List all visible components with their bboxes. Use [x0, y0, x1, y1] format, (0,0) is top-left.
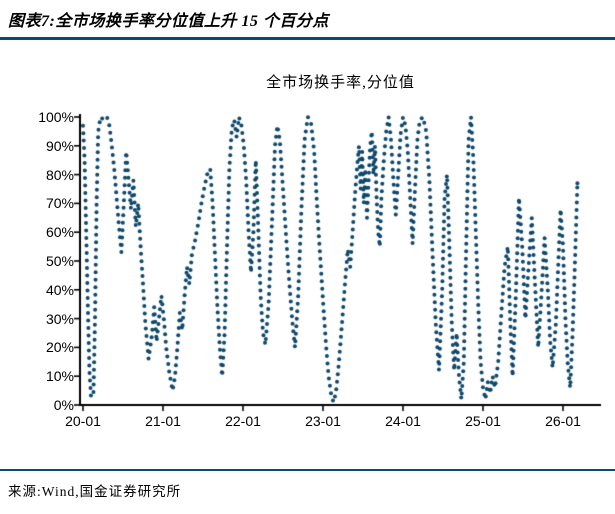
- y-axis-label-50: 50%: [45, 253, 74, 269]
- x-axis-label-2101: 21-01: [145, 413, 181, 429]
- y-axis-label-70: 70%: [45, 195, 74, 211]
- y-axis-label-40: 40%: [45, 282, 74, 298]
- x-axis-label-2201: 22-01: [225, 413, 261, 429]
- figure-title: 图表7:全市场换手率分位值上升 15 个百分点: [8, 13, 329, 30]
- x-axis-label-2501: 25-01: [465, 413, 501, 429]
- x-axis-label-2401: 24-01: [385, 413, 421, 429]
- header-rule: [0, 37, 615, 40]
- y-axis-label-90: 90%: [45, 138, 74, 154]
- y-axis-label-10: 10%: [45, 368, 74, 384]
- source-text: 来源:Wind,国金证券研究所: [8, 484, 182, 499]
- y-axis-label-20: 20%: [45, 339, 74, 355]
- y-axis-label-100: 100%: [38, 109, 74, 125]
- x-axis-label-2301: 23-01: [305, 413, 341, 429]
- chart-title: 全市场换手率,分位值: [266, 75, 415, 91]
- y-axis-label-60: 60%: [45, 224, 74, 240]
- x-axis-label-2001: 20-01: [65, 413, 101, 429]
- y-axis-label-30: 30%: [45, 311, 74, 327]
- y-axis-label-80: 80%: [45, 167, 74, 183]
- x-axis-label-2601: 26-01: [545, 413, 581, 429]
- y-axis-label-0: 0%: [53, 397, 74, 413]
- footer-rule: [0, 469, 615, 471]
